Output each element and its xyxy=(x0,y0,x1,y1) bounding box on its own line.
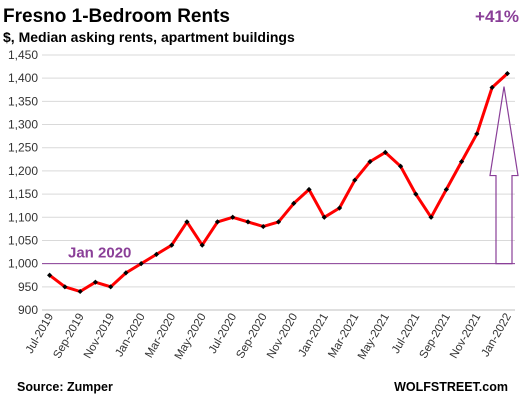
x-tick-label: Nov-2021 xyxy=(448,312,483,361)
y-tick-label: 1,100 xyxy=(8,210,38,224)
y-tick-label: 1,400 xyxy=(8,71,38,85)
data-point xyxy=(397,163,404,169)
data-point xyxy=(336,205,343,211)
reference-line-label: Jan 2020 xyxy=(68,245,131,262)
y-axis-ticks: 900 950 1,000 1,050 1,100 1,150 1,200 1,250 1,30… xyxy=(8,48,38,317)
x-tick-label: Jul-2019 xyxy=(24,312,56,356)
data-point xyxy=(62,284,68,290)
data-point xyxy=(214,219,221,225)
data-point xyxy=(153,251,160,257)
y-tick-label: 1,200 xyxy=(8,164,38,178)
reference-line: Jan 2020 xyxy=(42,245,515,265)
data-point xyxy=(291,200,297,206)
increase-annotation-label: +41% xyxy=(475,7,519,26)
y-tick-label: 1,450 xyxy=(8,48,38,62)
x-tick-label: Sep-2021 xyxy=(418,312,453,361)
data-point xyxy=(260,223,266,230)
source-label: Source: Zumper xyxy=(17,380,113,394)
x-tick-label: Sep-2019 xyxy=(51,312,86,361)
x-tick-label: Jan-2020 xyxy=(113,312,147,360)
data-point xyxy=(92,279,99,285)
data-point xyxy=(489,84,495,91)
y-tick-label: 950 xyxy=(18,280,38,294)
y-tick-label: 900 xyxy=(18,303,38,317)
data-point xyxy=(138,261,144,267)
brand-label: WOLFSTREET.com xyxy=(394,380,508,394)
data-point xyxy=(413,191,419,197)
data-point xyxy=(77,288,83,295)
y-tick-label: 1,350 xyxy=(8,94,38,108)
gridlines xyxy=(42,54,515,311)
data-point xyxy=(245,219,251,225)
data-point xyxy=(367,159,373,165)
data-point xyxy=(474,131,480,137)
y-tick-label: 1,250 xyxy=(8,141,38,155)
y-tick-label: 1,300 xyxy=(8,118,38,132)
data-point xyxy=(443,186,449,193)
x-tick-label: Mar-2020 xyxy=(143,312,178,361)
x-tick-label: Jan-2021 xyxy=(296,312,330,360)
data-point xyxy=(169,242,175,248)
data-point xyxy=(47,272,53,278)
data-point xyxy=(275,219,282,225)
data-point xyxy=(123,270,129,276)
x-tick-label: May-2020 xyxy=(173,312,209,362)
x-tick-label: Jul-2021 xyxy=(390,312,422,356)
x-tick-label: Jul-2020 xyxy=(207,312,239,356)
data-point xyxy=(184,219,190,225)
x-tick-label: Mar-2021 xyxy=(326,312,361,361)
x-tick-label: Sep-2020 xyxy=(235,312,270,361)
x-tick-label: Jan-2022 xyxy=(480,312,514,360)
x-tick-label: Nov-2019 xyxy=(82,312,117,361)
y-tick-label: 1,050 xyxy=(8,233,38,247)
data-point xyxy=(199,242,205,248)
data-point xyxy=(230,214,236,220)
y-tick-label: 1,000 xyxy=(8,257,38,271)
increase-arrow-shape xyxy=(489,86,519,265)
series-layer xyxy=(47,70,510,295)
chart-subtitle: $, Median asking rents, apartment buildi… xyxy=(3,29,295,45)
x-tick-label: Nov-2020 xyxy=(265,312,300,361)
x-axis-ticks: Jul-2019Sep-2019Nov-2019Jan-2020Mar-2020… xyxy=(24,312,514,362)
data-point xyxy=(306,186,312,193)
data-point xyxy=(504,70,510,77)
data-point xyxy=(108,284,114,290)
chart-title: Fresno 1-Bedroom Rents xyxy=(3,6,230,27)
x-tick-label: May-2021 xyxy=(356,312,392,362)
data-point xyxy=(428,214,434,220)
y-tick-label: 1,150 xyxy=(8,187,38,201)
data-point xyxy=(321,214,327,220)
increase-arrow: +41% xyxy=(475,7,519,265)
data-point xyxy=(352,177,358,183)
data-point xyxy=(458,159,465,165)
data-point xyxy=(382,149,388,155)
